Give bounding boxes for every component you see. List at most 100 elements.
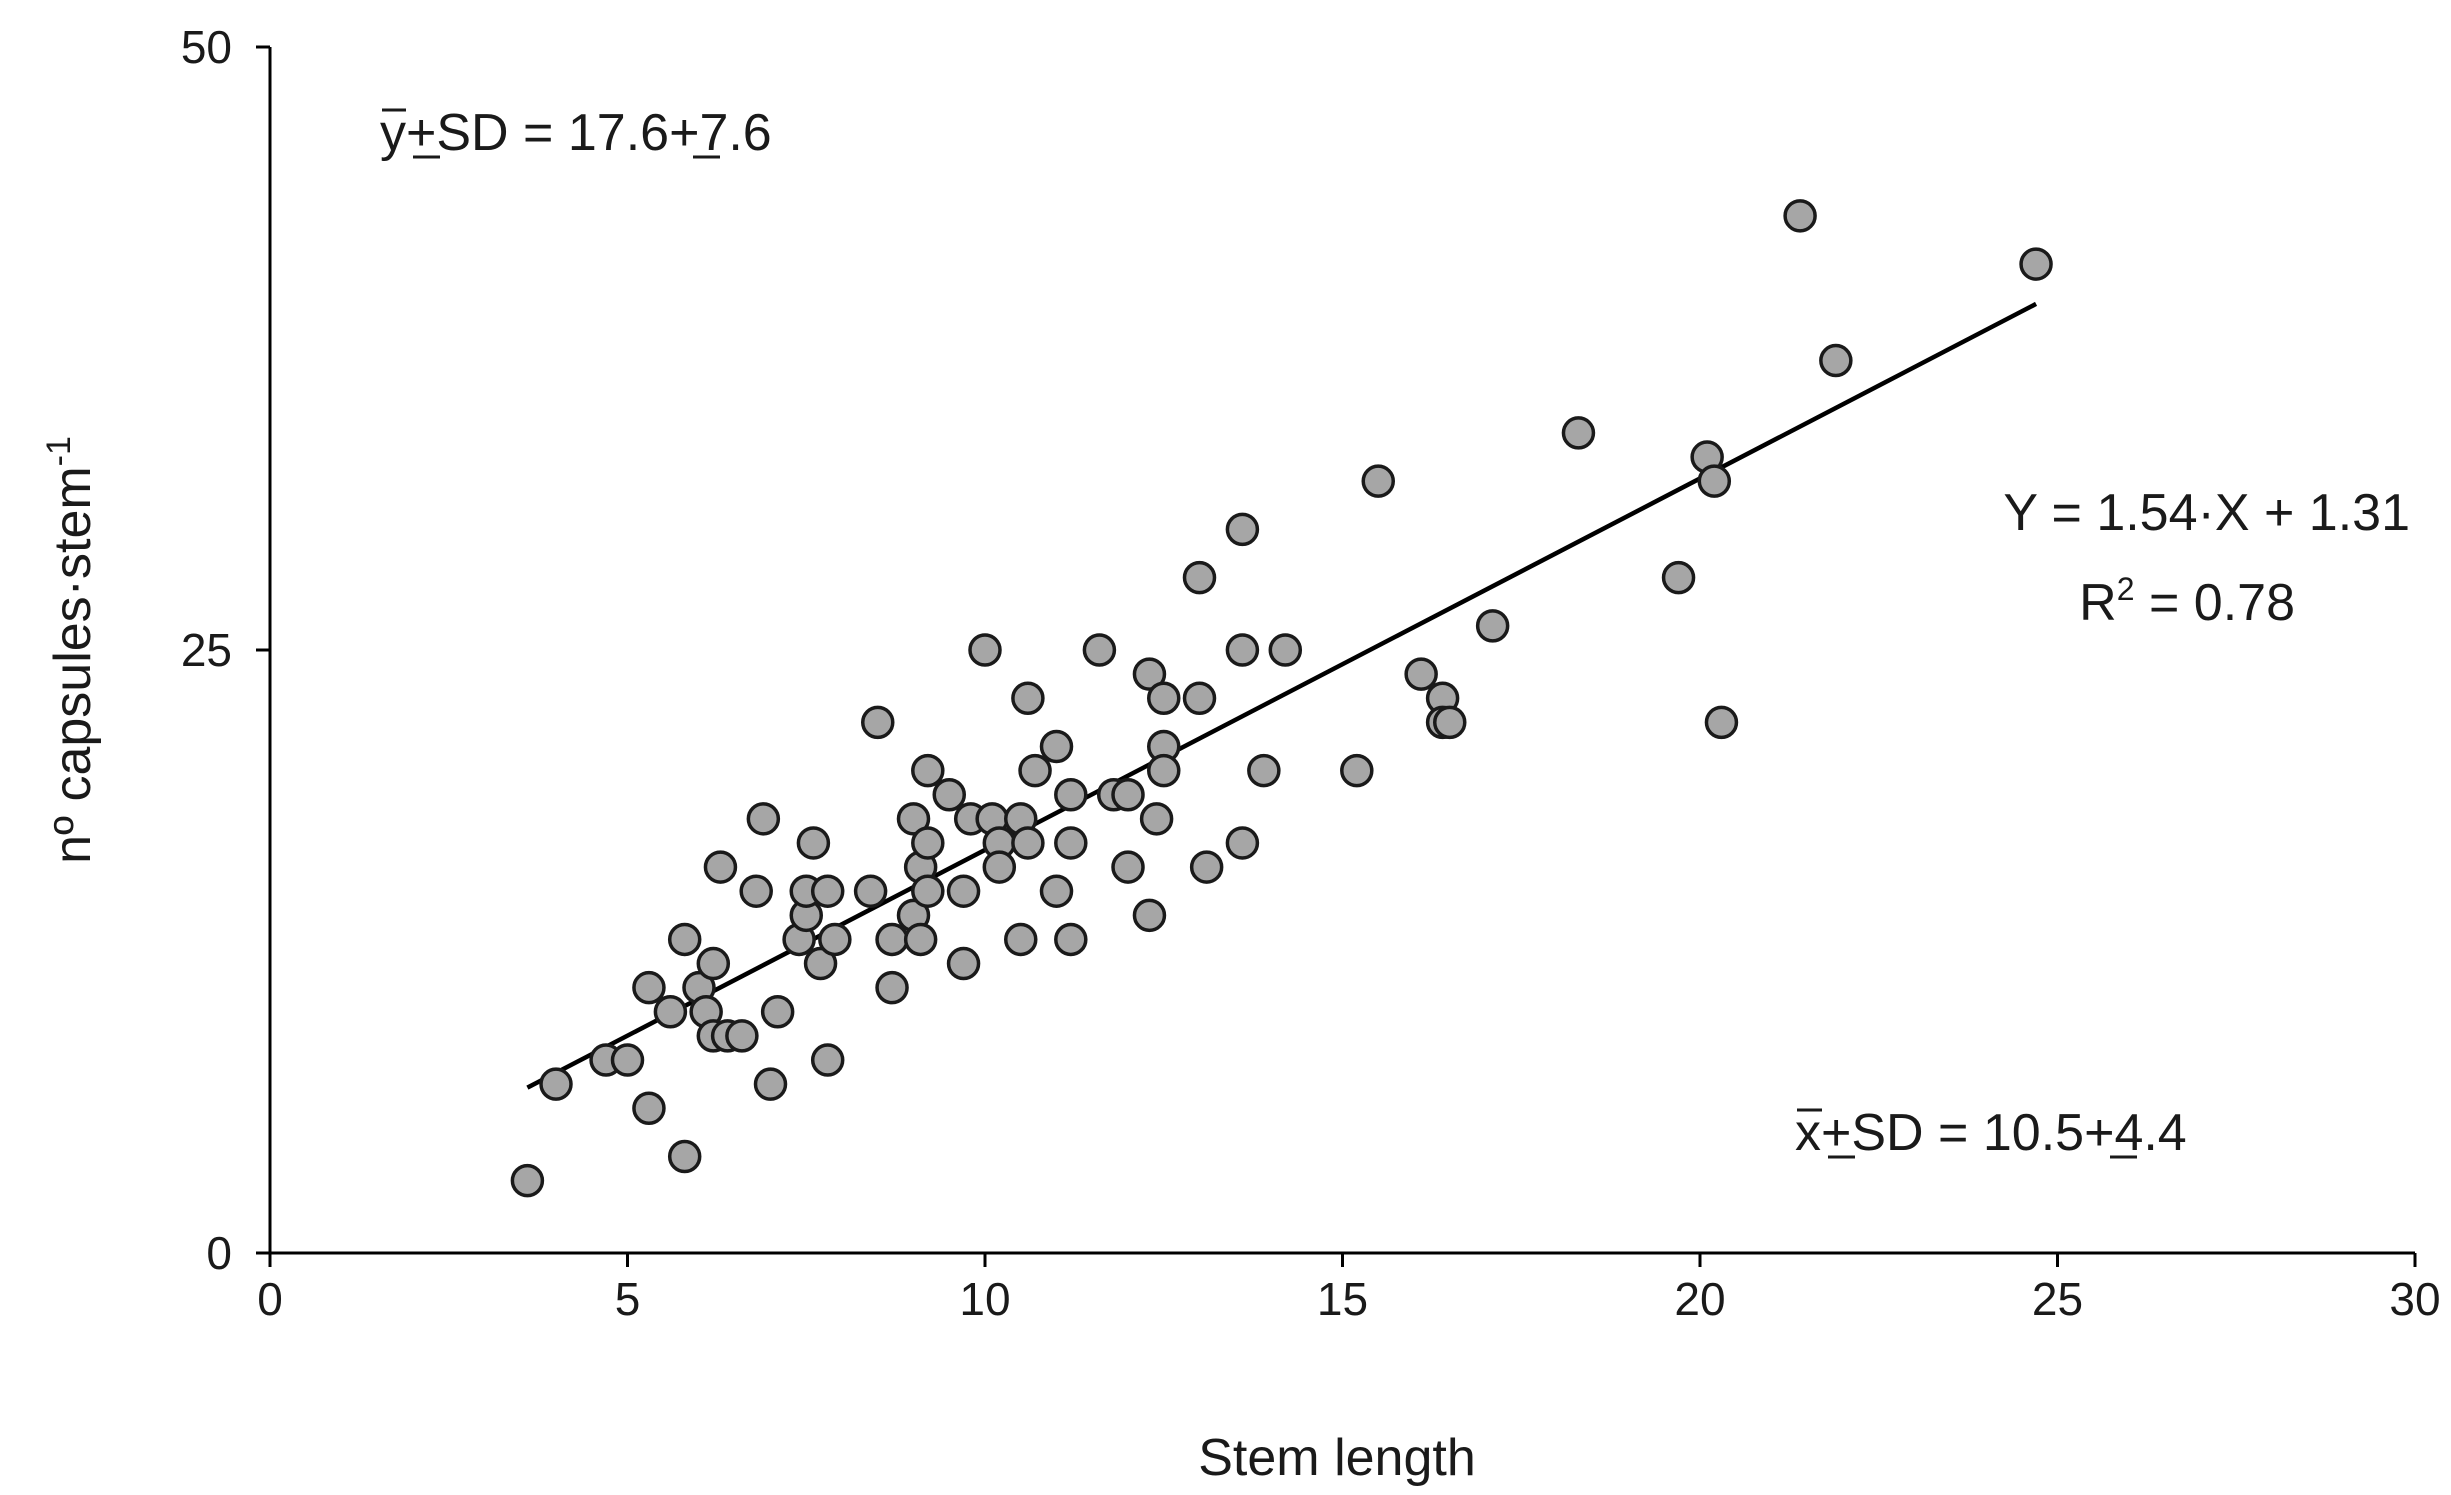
data-point	[1011, 681, 1045, 715]
x-tick-label: 5	[615, 1273, 641, 1325]
x-mean-value: +SD = 10.5+4.4	[1821, 1104, 2187, 1162]
data-point	[653, 995, 688, 1029]
data-point	[1819, 343, 1853, 378]
x-tick-label: 25	[2032, 1273, 2083, 1325]
data-point	[946, 874, 981, 908]
regression-line	[526, 301, 2038, 1090]
y-tick-label: 50	[181, 21, 232, 73]
x-axis-title: Stem length	[1198, 1429, 1476, 1487]
data-point	[1054, 922, 1088, 957]
data-point	[1039, 874, 1074, 908]
x-tick-label: 0	[257, 1273, 283, 1325]
data-point	[610, 1043, 645, 1077]
x-tick-label: 10	[959, 1273, 1010, 1325]
data-point	[696, 946, 731, 981]
data-point	[1783, 199, 1817, 233]
data-point	[1361, 464, 1395, 498]
data-point	[803, 946, 838, 981]
data-point	[861, 705, 895, 740]
data-point	[810, 874, 845, 908]
data-point	[875, 970, 909, 1005]
data-point	[2019, 247, 2053, 281]
data-point	[1182, 560, 1217, 595]
data-point	[911, 753, 945, 788]
data-point	[1132, 898, 1167, 933]
data-point	[1111, 850, 1145, 884]
data-point	[911, 826, 945, 860]
data-point	[1433, 705, 1467, 740]
axes	[268, 47, 2415, 1255]
regression-annotation: Y = 1.54·X + 1.31 R2 = 0.78	[2003, 484, 2410, 632]
data-point	[1697, 464, 1732, 498]
data-point	[1082, 633, 1117, 667]
data-point	[1139, 802, 1174, 836]
y-mean-annotation: y+SD = 17.6+7.6	[380, 104, 772, 162]
data-point	[539, 1067, 573, 1101]
data-point	[911, 874, 945, 908]
data-point	[1147, 753, 1181, 788]
data-point	[1704, 705, 1739, 740]
y-bar-symbol: y	[380, 104, 406, 162]
trendline-group	[526, 301, 2038, 1090]
data-point	[703, 850, 738, 884]
r2-prefix: R	[2079, 574, 2117, 632]
data-point	[1182, 681, 1217, 715]
y-mean-text: y+SD = 17.6+7.6	[380, 104, 772, 162]
data-point	[632, 970, 666, 1005]
x-bar-symbol: x	[1795, 1104, 1821, 1162]
x-mean-text: x+SD = 10.5+4.4	[1795, 1104, 2187, 1162]
data-point	[982, 850, 1017, 884]
data-point	[1247, 753, 1281, 788]
data-point	[1340, 753, 1374, 788]
regression-equation: Y = 1.54·X + 1.31	[2003, 484, 2410, 542]
data-point	[725, 1019, 759, 1053]
data-point	[968, 633, 1002, 667]
x-tick-label: 15	[1317, 1273, 1368, 1325]
data-point	[510, 1163, 545, 1198]
data-point	[1189, 850, 1224, 884]
data-point	[1268, 633, 1303, 667]
data-point	[853, 874, 888, 908]
data-point	[1054, 777, 1088, 812]
data-point	[667, 922, 702, 957]
data-point	[1004, 922, 1038, 957]
data-point	[932, 777, 966, 812]
y-tick-label: 25	[181, 624, 232, 676]
data-points	[510, 199, 2053, 1198]
x-tick-label: 20	[1674, 1273, 1725, 1325]
x-tick-label: 30	[2389, 1273, 2440, 1325]
data-point	[946, 946, 981, 981]
data-point	[1225, 512, 1260, 547]
data-point	[1111, 777, 1145, 812]
data-point	[1147, 681, 1181, 715]
data-point	[746, 802, 781, 836]
ticks: 0 5 10 15 20 25 30 0 25 50	[181, 21, 2441, 1325]
data-point	[753, 1067, 788, 1101]
data-point	[1404, 657, 1438, 691]
r2-sup: 2	[2117, 571, 2135, 607]
r-squared: R2 = 0.78	[2079, 571, 2295, 632]
data-point	[667, 1139, 702, 1174]
y-tick-label: 0	[206, 1227, 232, 1279]
data-point	[810, 1043, 845, 1077]
data-point	[760, 995, 795, 1029]
data-point	[1475, 609, 1510, 643]
data-point	[739, 874, 773, 908]
data-point	[1225, 826, 1260, 860]
data-point	[896, 802, 931, 836]
y-axis-title-sup: -1	[40, 436, 78, 466]
x-mean-annotation: x+SD = 10.5+4.4	[1795, 1104, 2187, 1162]
r2-suffix: = 0.78	[2135, 574, 2295, 632]
data-point	[818, 922, 852, 957]
data-point	[632, 1091, 666, 1126]
data-point	[1054, 826, 1088, 860]
y-axis-title-main: nº capsules·stem	[44, 466, 102, 864]
data-point	[875, 922, 909, 957]
y-mean-value: +SD = 17.6+7.6	[406, 104, 772, 162]
data-point	[1039, 729, 1074, 764]
data-point	[1011, 826, 1045, 860]
data-point	[903, 922, 938, 957]
data-point	[796, 826, 831, 860]
y-axis-title: nº capsules·stem-1	[40, 436, 102, 864]
